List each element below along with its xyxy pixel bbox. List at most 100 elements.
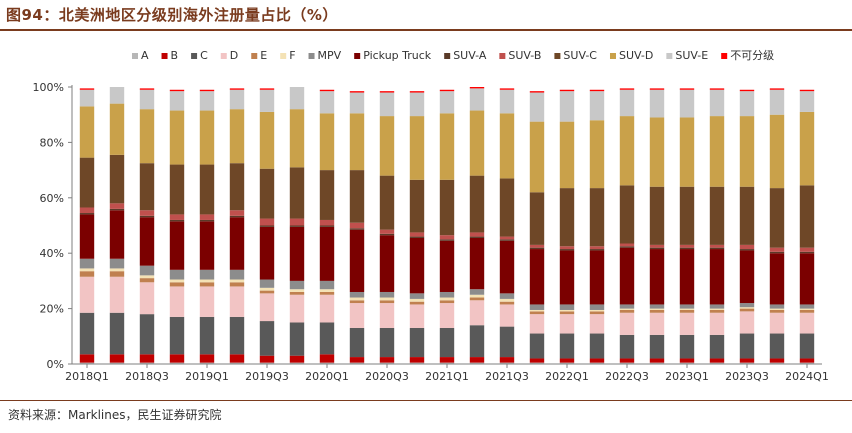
x-tick-label: 2021Q3 <box>485 370 529 383</box>
bar-segment <box>799 89 815 92</box>
bar-segment <box>229 279 245 283</box>
bar-segment <box>409 301 425 305</box>
bar-segment <box>289 291 305 295</box>
bar-segment <box>799 309 815 313</box>
bar-segment <box>589 89 605 92</box>
bar-segment <box>199 316 215 355</box>
bar-segment <box>649 117 665 187</box>
bar-segment <box>259 355 275 363</box>
bar-segment <box>109 268 125 272</box>
bar-segment <box>649 309 665 313</box>
bar-segment <box>199 362 215 364</box>
bar-segment <box>229 210 245 216</box>
legend-swatch <box>132 53 138 59</box>
bar-2018Q2 <box>109 87 125 364</box>
bar-segment <box>799 91 815 112</box>
bar-segment <box>139 282 155 315</box>
bar-segment <box>379 303 395 328</box>
bar-segment <box>79 276 95 313</box>
bar-segment <box>559 309 575 312</box>
bar-segment <box>559 91 575 122</box>
legend-label: F <box>289 49 295 62</box>
bar-segment <box>319 354 335 363</box>
bar-2022Q4 <box>649 88 665 364</box>
bar-segment <box>319 294 335 323</box>
bar-segment <box>289 109 305 168</box>
bar-segment <box>589 249 605 251</box>
legend-item: F <box>280 49 296 62</box>
bar-segment <box>79 362 95 364</box>
bar-segment <box>439 239 455 241</box>
bar-segment <box>229 286 245 317</box>
bar-segment <box>799 312 815 334</box>
bar-segment <box>199 279 215 283</box>
bar-segment <box>349 291 365 298</box>
bar-segment <box>529 244 545 248</box>
bar-segment <box>739 116 755 187</box>
bar-segment <box>229 163 245 211</box>
bar-segment <box>139 210 155 216</box>
bar-segment <box>559 249 575 251</box>
bar-segment <box>559 89 575 92</box>
bar-segment <box>709 249 725 305</box>
bar-segment <box>199 269 215 280</box>
bar-segment <box>589 333 605 359</box>
bar-segment <box>139 278 155 283</box>
bar-segment <box>499 357 515 363</box>
bar-segment <box>349 222 365 229</box>
bar-segment <box>589 246 605 250</box>
bar-segment <box>469 357 485 363</box>
bar-segment <box>679 247 695 250</box>
legend-label: C <box>200 49 208 62</box>
bar-segment <box>169 316 185 355</box>
legend-item: MPV <box>308 49 342 62</box>
bar-segment <box>769 88 785 90</box>
chart-title: 图94：北美洲地区分级别海外注册量占比（%） <box>6 6 338 24</box>
bar-segment <box>259 290 275 294</box>
legend-swatch <box>280 53 287 59</box>
bar-2019Q1 <box>199 89 215 364</box>
bar-segment <box>379 116 395 176</box>
bar-segment <box>769 362 785 364</box>
bar-segment <box>109 271 125 277</box>
legend-label: D <box>230 49 238 62</box>
bar-segment <box>409 327 425 358</box>
bar-segment <box>169 282 185 287</box>
bar-segment <box>79 207 95 214</box>
bar-segment <box>469 236 485 238</box>
bar-segment <box>439 235 455 240</box>
bar-segment <box>679 358 695 363</box>
bar-segment <box>289 225 305 227</box>
bar-segment <box>709 244 725 248</box>
bar-segment <box>169 279 185 283</box>
legend-swatch <box>251 53 258 59</box>
legend-item: E <box>251 49 267 62</box>
bar-segment <box>469 88 485 111</box>
bar-segment <box>109 203 125 209</box>
bar-segment <box>469 87 485 89</box>
bar-segment <box>379 91 395 93</box>
bar-segment <box>79 88 95 90</box>
bar-segment <box>709 89 725 117</box>
x-tick-label: 2019Q1 <box>185 370 229 383</box>
bar-segment <box>229 215 245 218</box>
legend-label: 不可分级 <box>730 49 774 62</box>
y-tick-label: 80% <box>40 136 64 149</box>
bar-segment <box>589 362 605 364</box>
bar-segment <box>439 91 455 114</box>
bars <box>79 87 815 364</box>
bar-segment <box>409 116 425 180</box>
bar-segment <box>559 250 575 305</box>
bar-segment <box>709 358 725 363</box>
bar-segment <box>199 286 215 317</box>
bar-segment <box>709 88 725 90</box>
legend-item: SUV-E <box>666 49 708 62</box>
legend-item: D <box>220 49 238 62</box>
bar-segment <box>679 304 695 309</box>
legend-item: Pickup Truck <box>354 49 432 62</box>
bar-segment <box>409 304 425 328</box>
bar-segment <box>259 111 275 169</box>
bar-segment <box>319 291 335 295</box>
bar-segment <box>619 89 635 117</box>
bar-segment <box>589 91 605 121</box>
